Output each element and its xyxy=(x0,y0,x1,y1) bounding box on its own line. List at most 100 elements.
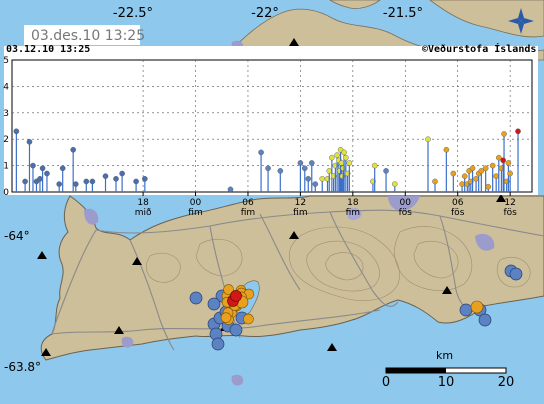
latitude-label: -64° xyxy=(4,229,30,243)
chart-point xyxy=(26,139,33,145)
chart-point xyxy=(329,154,335,161)
x-tick-hour: 00 xyxy=(400,198,412,208)
chart-point xyxy=(478,168,485,174)
chart-marks xyxy=(13,128,521,193)
chart-point xyxy=(371,162,378,169)
scale-bar-tick: 0 xyxy=(382,375,390,390)
earthquake-epicenters xyxy=(189,264,523,351)
quake-marker-older xyxy=(229,323,243,337)
y-tick-label: 4 xyxy=(3,82,9,92)
chart-point xyxy=(338,160,345,166)
chart-point xyxy=(258,149,264,156)
chart-point xyxy=(489,162,496,169)
chart-point xyxy=(391,181,398,187)
y-tick-label: 3 xyxy=(3,109,9,119)
chart-point xyxy=(22,178,28,185)
town-hafnarfjordur xyxy=(475,233,495,251)
peak-marker xyxy=(41,348,51,356)
quake-marker-latest xyxy=(230,290,242,302)
chart-point xyxy=(72,181,79,187)
date-badge: 03.des.10 13:25 xyxy=(31,28,145,44)
longitude-label: -22.5° xyxy=(113,6,153,21)
y-tick-label: 5 xyxy=(3,56,9,66)
chart-point xyxy=(102,173,109,179)
chart-point xyxy=(383,168,389,174)
chart-point xyxy=(459,181,465,187)
x-tick-hour: 12 xyxy=(504,198,515,208)
scale-bar-unit: km xyxy=(436,349,453,362)
quake-marker-older xyxy=(211,337,225,351)
chart-point xyxy=(326,168,333,174)
chart-point xyxy=(500,157,506,164)
chart-point xyxy=(340,165,347,172)
chart-point xyxy=(265,165,271,172)
x-tick-day: mið xyxy=(135,208,152,218)
chart-point xyxy=(495,154,502,161)
quake-marker-recent xyxy=(220,312,232,323)
chart-point xyxy=(44,170,50,177)
scale-bar-segment xyxy=(386,368,446,373)
chart-point xyxy=(432,178,438,185)
chart-point xyxy=(301,165,308,172)
chart-point xyxy=(501,131,507,137)
quake-marker-older xyxy=(509,267,523,281)
chart-point xyxy=(461,173,468,179)
chart-point xyxy=(515,128,521,135)
y-tick-label: 2 xyxy=(3,135,9,145)
town-grindavik xyxy=(121,336,134,348)
x-tick-day: fös xyxy=(503,208,517,218)
x-tick-day: fim xyxy=(188,208,202,218)
northern-land-east xyxy=(429,0,544,38)
chart-point xyxy=(13,128,20,135)
chart-point xyxy=(70,146,76,153)
longitude-label: -22° xyxy=(251,6,279,21)
chart-point xyxy=(443,146,450,153)
chart-point xyxy=(83,178,90,185)
quake-marker-recent xyxy=(470,300,484,314)
timestamp-label: 03.12.10 13:25 xyxy=(6,44,90,55)
town-keflavik xyxy=(84,208,99,225)
town-bottom xyxy=(231,374,244,386)
chart-point xyxy=(37,175,43,182)
y-tick-label: 1 xyxy=(3,162,9,172)
chart-point xyxy=(505,160,512,166)
x-tick-hour: 06 xyxy=(452,198,464,208)
x-tick-day: fim xyxy=(346,208,360,218)
chart-frame xyxy=(11,59,533,193)
peak-marker xyxy=(132,257,142,265)
chart-point xyxy=(473,175,479,182)
quake-marker-older xyxy=(478,313,492,327)
chart-point xyxy=(30,162,36,169)
chart-point xyxy=(341,149,347,156)
chart-point xyxy=(343,154,349,161)
x-tick-hour: 06 xyxy=(242,198,254,208)
northern-land-west xyxy=(329,0,381,9)
chart-point xyxy=(346,160,353,166)
chart-point xyxy=(277,168,284,174)
x-tick-hour: 12 xyxy=(295,198,306,208)
chart-point xyxy=(450,170,457,177)
town-reykjavik xyxy=(388,196,420,212)
x-tick-hour: 18 xyxy=(137,198,149,208)
peak-marker xyxy=(327,343,337,351)
contours xyxy=(146,226,531,301)
quake-marker-recent xyxy=(243,313,254,325)
chart-panel xyxy=(4,46,538,195)
x-tick-day: fim xyxy=(293,208,307,218)
peak-marker xyxy=(496,194,506,202)
scale-bar-tick: 20 xyxy=(498,375,515,390)
x-tick-day: fös xyxy=(451,208,465,218)
chart-point xyxy=(469,165,476,172)
latitude-label: -63.8° xyxy=(4,360,41,374)
y-tick-label: 0 xyxy=(3,188,9,198)
chart-ticks: 01234518mið00fim06fim12fim18fim00fös06fö… xyxy=(3,56,517,218)
peak-marker xyxy=(289,231,299,239)
chart-point xyxy=(119,170,125,177)
x-tick-day: fim xyxy=(241,208,255,218)
x-tick-day: fös xyxy=(399,208,413,218)
scale-bar: km 0 10 20 xyxy=(382,349,514,390)
chart-point xyxy=(133,178,139,185)
chart-point xyxy=(425,136,431,142)
